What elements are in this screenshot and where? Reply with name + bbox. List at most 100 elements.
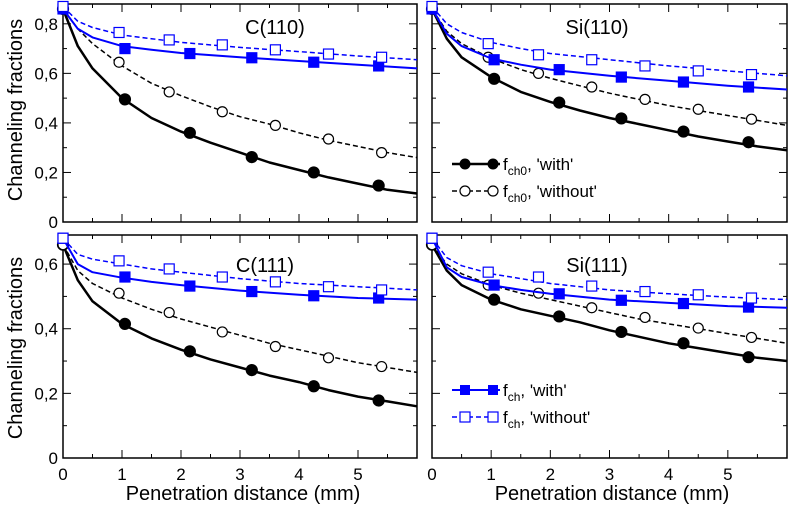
data-point-fch_without xyxy=(532,49,545,61)
legend-item-fch-without: fch, 'without' xyxy=(452,408,590,431)
data-point-fch_with xyxy=(119,271,131,283)
series-line-fch0_with-si111 xyxy=(430,244,788,363)
panel-title-si110: Si(110) xyxy=(566,17,629,39)
x-tick-label: 5 xyxy=(723,465,732,484)
panel-c110: 0 0,2 0,4 0,6 0,8 C(110) xyxy=(34,0,418,232)
x-tick-label: 1 xyxy=(486,465,495,484)
legend-marker-fch0-with xyxy=(459,158,471,170)
legend-label-fch0-with: fch0, 'with' xyxy=(503,155,573,178)
y-tick-label: 0,4 xyxy=(34,320,58,339)
data-point-fch0_without xyxy=(322,352,335,364)
data-point-fch_with xyxy=(184,280,196,292)
y-axis-title-bottom: Channeling fractions xyxy=(5,257,27,439)
y-tick-label: 0,8 xyxy=(34,15,58,34)
data-point-fch0_with xyxy=(245,150,258,164)
x-axis-title-right: Penetration distance (mm) xyxy=(495,483,730,505)
data-point-fch_without xyxy=(482,266,494,278)
legend-label-fch-with: fch, 'with' xyxy=(503,381,567,404)
data-point-fch0_without xyxy=(376,147,388,159)
x-axis-title-left: Penetration distance (mm) xyxy=(126,483,361,505)
series-line-fch0_with-c111 xyxy=(61,244,418,408)
data-point-fch0_without xyxy=(269,119,281,131)
data-point-fch_with xyxy=(488,54,500,66)
series-line-fch_with-si111 xyxy=(431,237,788,309)
data-point-fch_without xyxy=(113,26,125,39)
data-point-fch0_with xyxy=(183,345,196,358)
data-point-fch0_without xyxy=(532,67,545,79)
data-point-fch_with xyxy=(308,56,320,68)
data-point-fch0_with xyxy=(307,380,320,393)
data-point-fch0_without xyxy=(639,311,651,324)
data-point-fch_without xyxy=(532,271,545,283)
data-point-fch0_with xyxy=(677,337,690,350)
data-point-fch_without xyxy=(57,232,69,244)
data-point-fch_without xyxy=(639,60,651,72)
panel-si111: 0 1 2 3 4 5 Si(111) xyxy=(425,232,788,484)
legend-item-fch0-with: fch0, 'with' xyxy=(452,155,573,178)
legend-item-fch0-without: fch0, 'without' xyxy=(452,182,597,205)
data-point-fch0_with xyxy=(118,317,132,330)
data-point-fch_without xyxy=(216,271,228,283)
y-tick-label: 0 xyxy=(49,449,58,468)
data-point-fch_without xyxy=(586,54,598,66)
data-point-fch0_with xyxy=(372,394,385,407)
legend-marker-fch0-with-end xyxy=(487,158,499,170)
data-point-fch_without xyxy=(586,280,598,292)
y-tick-label: 0,2 xyxy=(34,384,58,403)
data-point-fch0_without xyxy=(163,306,175,319)
legend-marker-fch-with xyxy=(460,385,470,395)
series-line-fch0_with-c110 xyxy=(61,8,418,195)
series-line-fch_with-si110 xyxy=(431,8,788,91)
data-point-fch_with xyxy=(615,294,627,306)
y-axis-title-top: Channeling fractions xyxy=(5,19,27,201)
data-point-fch_without xyxy=(113,255,125,267)
y-tick-label: 0,6 xyxy=(34,255,58,274)
legend-marker-fch0-without-end xyxy=(487,185,499,197)
series-line-fch_with-c111 xyxy=(62,237,418,301)
data-point-fch0_without xyxy=(376,360,388,373)
x-tick-label: 2 xyxy=(546,465,555,484)
x-tick-label: 2 xyxy=(176,465,185,484)
data-point-fch_without xyxy=(692,289,704,301)
data-point-fch_with xyxy=(308,290,320,302)
y-tick-label: 0,4 xyxy=(34,114,58,133)
data-point-fch_without xyxy=(426,0,438,13)
legend-marker-fch0-without xyxy=(459,185,471,197)
data-point-fch_with xyxy=(184,47,196,60)
x-tick-label: 0 xyxy=(58,465,67,484)
panels: 00,20,40,60,8 C(110) Si(110)0 1 2 3 4 500,20,40… xyxy=(34,0,788,484)
legend-label-fch-without: fch, 'without' xyxy=(503,408,590,431)
panel-c111: 0 1 2 3 4 5 0 0,2 0,4 0,6 C(111) xyxy=(34,232,418,484)
data-point-fch0_with xyxy=(742,351,755,364)
data-point-fch0_with xyxy=(615,325,628,339)
data-point-fch0_with xyxy=(677,125,690,138)
data-point-fch_with xyxy=(742,81,755,93)
y-tick-label: 0,6 xyxy=(34,64,58,83)
data-point-fch_without xyxy=(745,292,758,304)
data-point-fch0_without xyxy=(216,326,228,338)
data-point-fch0_without xyxy=(745,113,758,125)
panel-title-si111: Si(111) xyxy=(566,255,628,277)
data-point-fch0_without xyxy=(113,287,125,299)
data-point-fch_with xyxy=(677,76,690,88)
data-point-fch0_with xyxy=(307,166,320,179)
data-point-fch_without xyxy=(322,48,335,60)
x-tick-label: 0 xyxy=(427,465,436,484)
x-tick-label: 1 xyxy=(117,465,126,484)
data-point-fch_with xyxy=(119,42,131,55)
data-point-fch_with xyxy=(553,64,565,76)
data-point-fch0_without xyxy=(113,56,125,68)
data-point-fch_with xyxy=(488,279,500,291)
x-tick-label: 4 xyxy=(664,465,673,484)
data-point-fch0_with xyxy=(553,96,566,109)
legend-marker-fch-with-end xyxy=(488,385,498,395)
series-line-fch_with-c110 xyxy=(62,8,418,70)
data-point-fch_without xyxy=(163,34,175,46)
data-point-fch_without xyxy=(269,276,281,288)
data-point-fch_without xyxy=(216,39,228,51)
panel-si110: Si(110) xyxy=(425,0,788,223)
x-tick-label: 4 xyxy=(294,465,303,484)
legend-marker-fch-without-end xyxy=(487,411,499,423)
legend-marker-fch-without xyxy=(459,411,471,423)
series-line-fch0_without-c111 xyxy=(62,244,418,374)
